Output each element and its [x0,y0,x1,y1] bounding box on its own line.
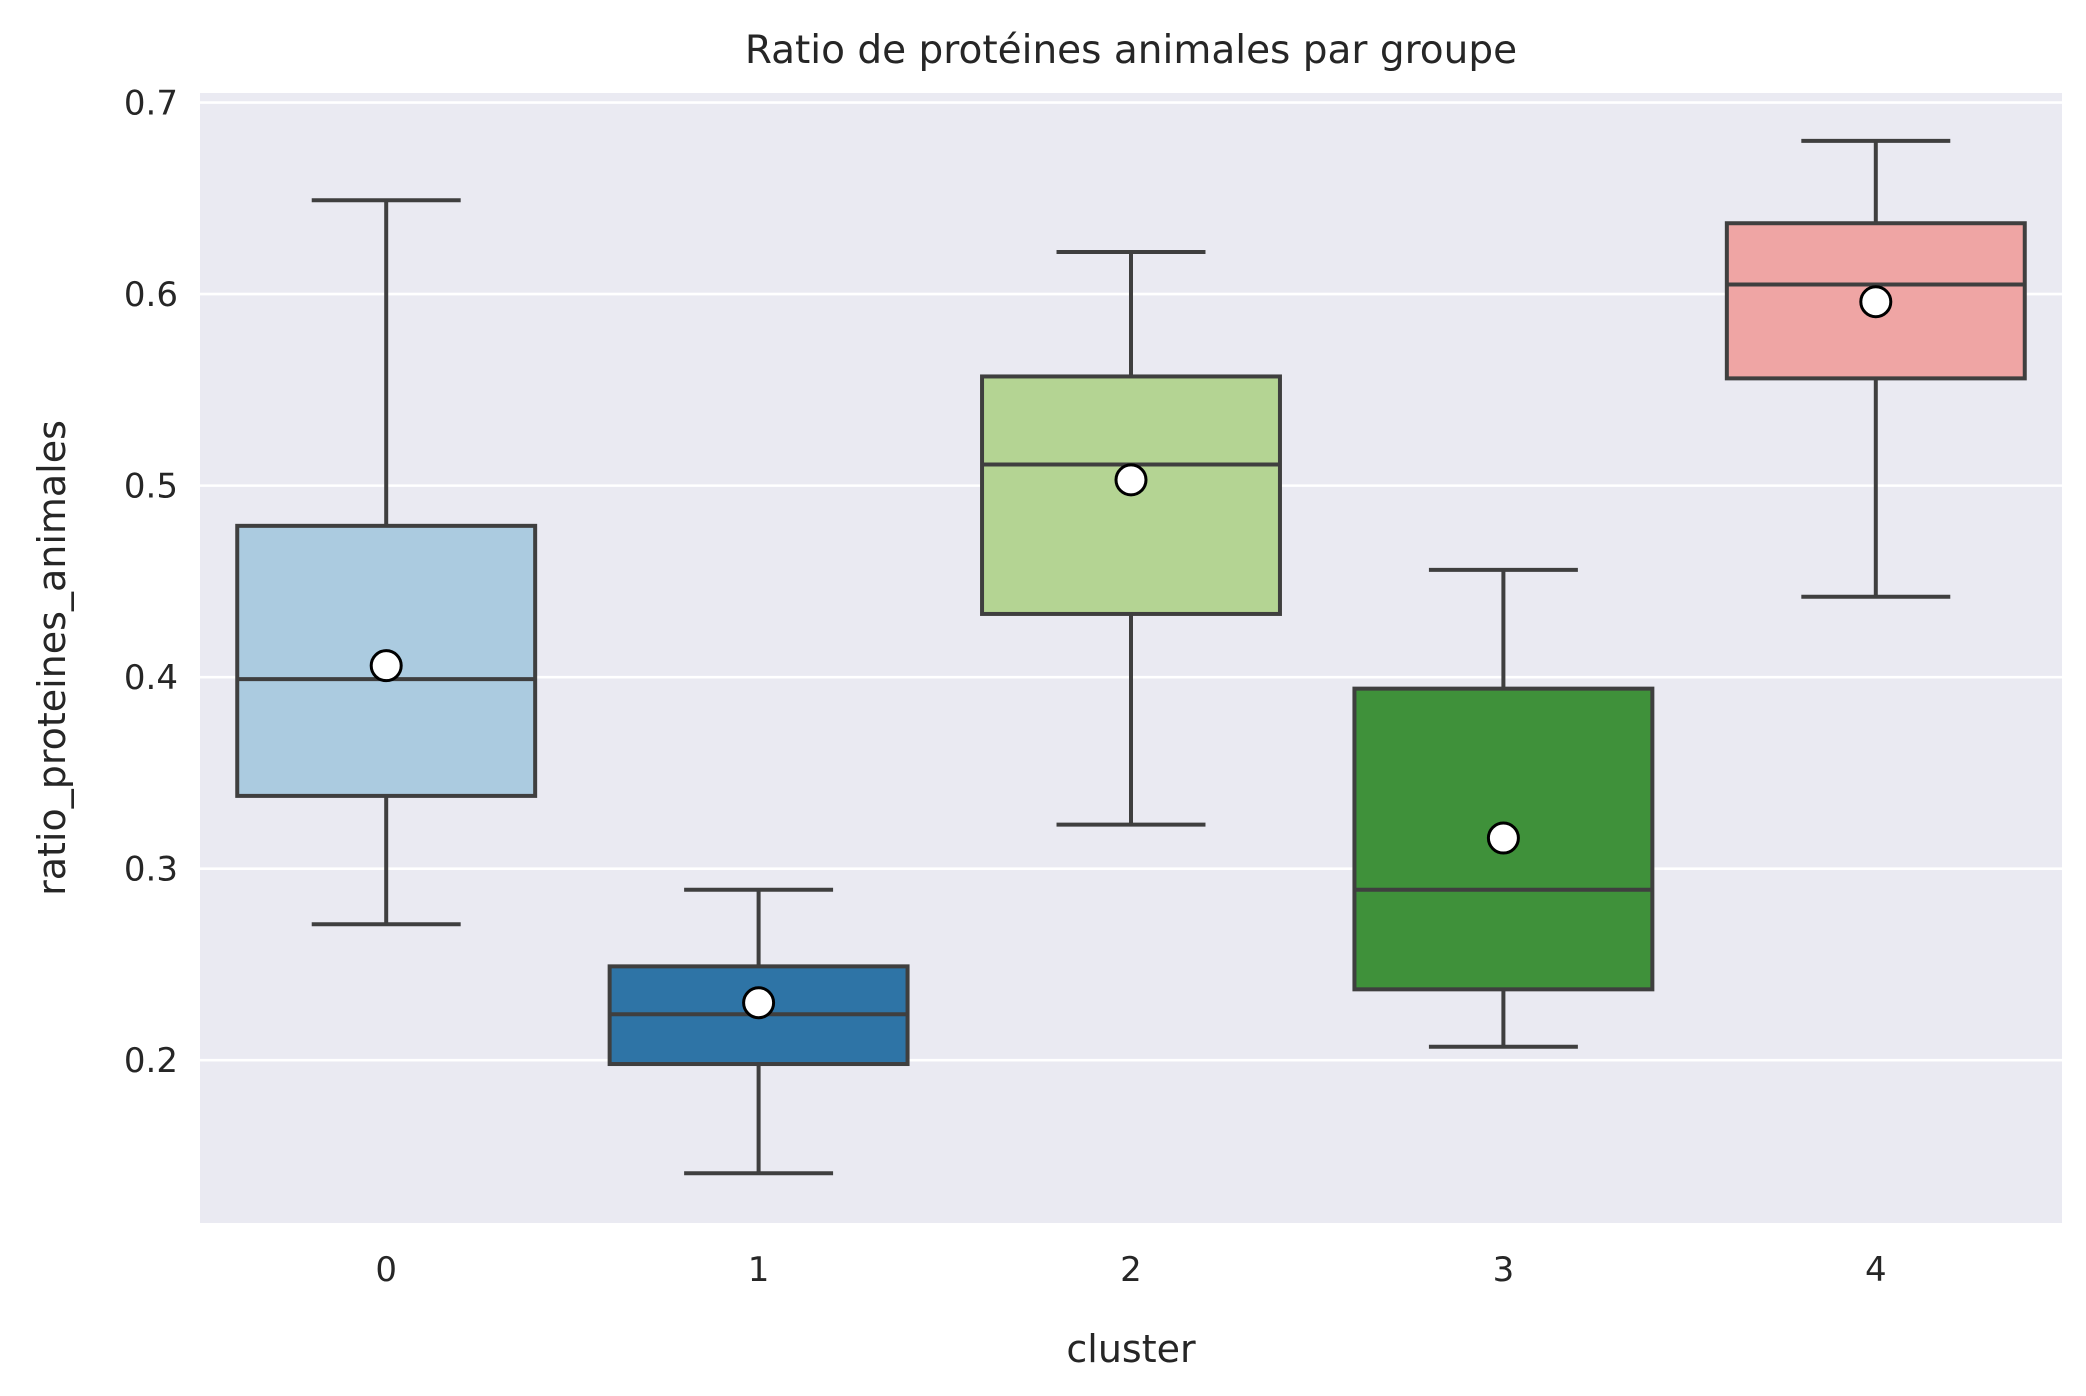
mean-marker [742,986,776,1020]
box-cluster-0 [235,198,538,927]
x-tick-label: 3 [1493,1250,1515,1290]
x-tick-label: 0 [375,1250,397,1290]
box-cluster-3 [1352,567,1655,1049]
chart-title: Ratio de protéines animales par groupe [745,28,1517,73]
mean-marker [1859,285,1893,319]
box-cluster-2 [980,249,1282,827]
x-axis-title: cluster [1066,1327,1196,1371]
boxes [235,138,2027,1176]
x-tick-label: 2 [1120,1250,1142,1290]
y-axis-title: ratio_proteines_animales [30,420,74,896]
x-tick-label: 4 [1865,1250,1887,1290]
x-tick-labels: 0 1 2 3 4 [375,1250,1886,1290]
y-tick-label: 0.3 [124,850,178,890]
box-cluster-1 [607,887,910,1176]
y-tick-label: 0.2 [124,1041,178,1081]
y-tick-labels: 0.2 0.3 0.4 0.5 0.6 0.7 [124,84,178,1082]
y-tick-label: 0.4 [124,658,178,698]
mean-marker [369,649,403,683]
box-cluster-4 [1724,138,2027,599]
y-tick-label: 0.6 [124,275,178,315]
mean-marker [1114,463,1148,497]
y-tick-label: 0.5 [124,467,178,507]
x-tick-label: 1 [748,1250,770,1290]
y-tick-label: 0.7 [124,84,178,124]
mean-marker [1486,821,1520,855]
